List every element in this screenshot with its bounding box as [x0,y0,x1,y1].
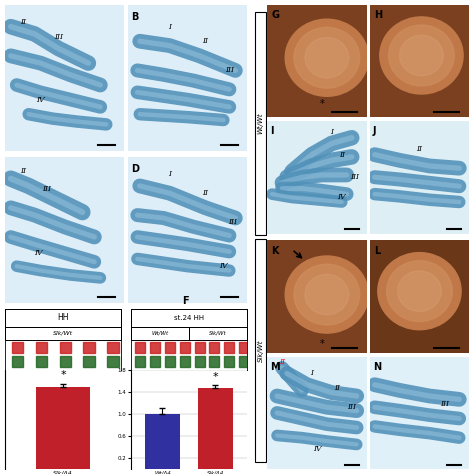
Text: III: III [42,185,51,193]
Bar [83,356,95,367]
Text: IV: IV [36,96,45,104]
Text: st.24 HH: st.24 HH [174,315,204,320]
Text: Slk/Wt: Slk/Wt [210,331,227,336]
Bar [150,356,160,367]
Text: I: I [168,23,171,31]
Bar [60,342,71,353]
Text: II: II [202,189,209,197]
Bar [107,342,119,353]
Text: IV: IV [313,445,321,453]
Text: Slk/Wt: Slk/Wt [257,339,264,362]
Text: F: F [182,296,189,306]
Ellipse shape [400,35,443,76]
Bar [36,356,47,367]
Bar [12,342,23,353]
Text: III: III [440,400,449,408]
Bar [150,342,160,353]
Text: III: III [228,219,237,227]
Text: Wt/Wt: Wt/Wt [257,112,264,134]
Text: I: I [330,128,333,136]
Bar [180,342,190,353]
Bar [12,356,23,367]
Text: I: I [310,369,313,377]
Ellipse shape [387,261,452,321]
Ellipse shape [294,27,360,88]
Bar [180,356,190,367]
Ellipse shape [305,274,349,315]
Bar [195,342,205,353]
Text: *: * [319,339,324,349]
Text: H: H [374,10,382,20]
Bar [224,342,234,353]
Bar [83,342,95,353]
Bar [239,342,249,353]
Bar [165,356,175,367]
Bar [145,414,180,469]
Text: III: III [225,66,234,74]
Text: IV: IV [34,249,43,257]
Bar [198,388,233,469]
Text: K: K [271,246,279,256]
Ellipse shape [389,25,454,86]
Text: Wt/Wt: Wt/Wt [151,331,168,336]
Ellipse shape [398,271,441,311]
Bar [210,342,219,353]
Text: G: G [271,10,279,20]
Text: *: * [60,370,66,380]
Text: J: J [373,127,376,137]
Text: IV: IV [337,193,346,201]
Text: II: II [19,167,26,175]
Text: I: I [270,127,273,137]
Bar [224,356,234,367]
Text: IV: IV [219,262,228,270]
Text: II: II [334,384,340,392]
Bar [36,342,47,353]
Bar [36,387,90,469]
Bar [107,356,119,367]
Bar [255,12,266,235]
Text: *: * [213,372,219,382]
Text: I: I [168,170,171,178]
Bar [195,356,205,367]
Text: II: II [19,18,26,26]
Bar [136,356,145,367]
Text: II: II [339,151,345,159]
Text: M: M [270,362,280,372]
Text: *: * [319,99,324,109]
Bar [210,356,219,367]
Text: L: L [374,246,380,256]
Ellipse shape [285,256,368,333]
Text: Slk/Wt: Slk/Wt [53,331,73,336]
Text: III: III [350,173,359,181]
Text: II: II [417,145,422,153]
Text: II: II [279,358,285,366]
Bar [165,342,175,353]
Text: B: B [131,12,139,22]
Ellipse shape [294,264,360,325]
Bar [239,356,249,367]
Text: III: III [347,403,356,411]
Text: III: III [54,33,63,41]
Text: HH: HH [57,313,69,322]
Bar [136,342,145,353]
Text: D: D [131,164,139,174]
Text: II: II [202,37,209,45]
Ellipse shape [380,17,463,94]
Ellipse shape [305,37,349,78]
Bar [255,239,266,462]
Ellipse shape [285,19,368,96]
Bar [60,356,71,367]
Ellipse shape [378,253,461,330]
Text: N: N [373,362,381,372]
